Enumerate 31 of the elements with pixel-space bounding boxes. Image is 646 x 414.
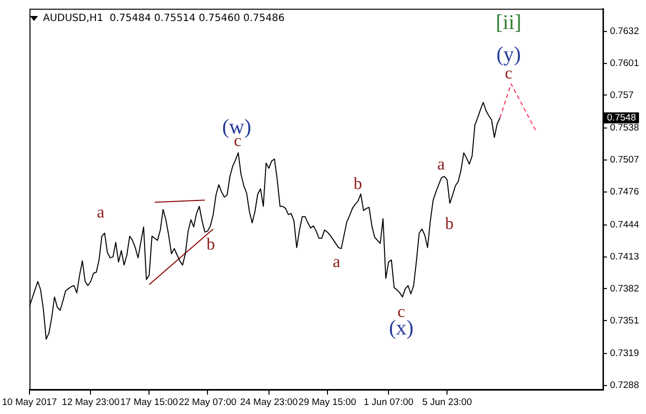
annotation: b bbox=[445, 214, 454, 234]
y-tick-label: 0.7507 bbox=[610, 154, 640, 166]
y-tick-label: 0.7319 bbox=[610, 348, 640, 360]
x-tick-label: 29 May 15:00 bbox=[298, 396, 356, 408]
annotation: a bbox=[437, 154, 446, 174]
y-tick-label: 0.757 bbox=[610, 90, 634, 101]
y-tick-label: 0.7632 bbox=[610, 26, 640, 37]
x-tick-label: 24 May 23:00 bbox=[240, 396, 298, 408]
x-tick-label: 12 May 23:00 bbox=[62, 396, 120, 408]
annotation: b bbox=[206, 234, 216, 254]
annotation: b bbox=[354, 174, 362, 193]
chart-title: AUDUSD,H1 0.75484 0.75514 0.75460 0.75486 bbox=[43, 13, 285, 24]
annotation: (y) bbox=[496, 42, 521, 66]
annotation: [ii] bbox=[496, 10, 522, 34]
x-tick-label: 17 May 15:00 bbox=[120, 396, 178, 408]
annotation: 0.7548 bbox=[606, 112, 636, 124]
y-tick-label: 0.7288 bbox=[610, 380, 640, 392]
y-tick-label: 0.7444 bbox=[610, 220, 640, 231]
y-tick-label: 0.7601 bbox=[610, 58, 640, 69]
y-tick-label: 0.7382 bbox=[610, 283, 640, 294]
annotation: a bbox=[332, 252, 341, 272]
y-tick-label: 0.7538 bbox=[610, 122, 640, 134]
annotation: c bbox=[398, 302, 406, 321]
x-tick-label: 22 May 07:00 bbox=[178, 396, 236, 408]
y-tick-label: 0.7413 bbox=[610, 251, 640, 262]
y-tick-label: 0.7351 bbox=[610, 315, 640, 326]
x-tick-label: 5 Jun 23:00 bbox=[422, 396, 472, 408]
x-tick-label: 1 Jun 07:00 bbox=[364, 396, 414, 408]
x-tick-label: 10 May 2017 bbox=[2, 396, 57, 408]
y-tick-label: 0.7476 bbox=[610, 186, 640, 198]
annotation: a bbox=[96, 202, 105, 222]
